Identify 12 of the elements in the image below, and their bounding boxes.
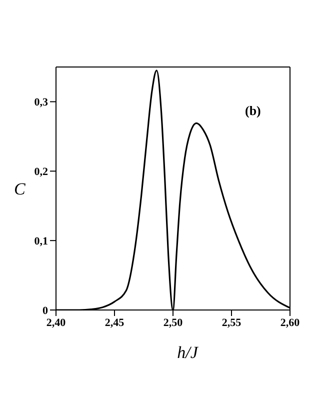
x-tick-label: 2,40 [46, 316, 66, 329]
y-axis-title: C [14, 180, 26, 199]
x-tick-label: 2,45 [104, 316, 125, 329]
y-tick-label: 0,1 [34, 235, 48, 248]
x-tick-label: 2,60 [280, 316, 300, 329]
annotation: (b) [245, 103, 261, 119]
x-tick-label: 2,50 [163, 316, 184, 329]
x-tick-label: 2,55 [222, 316, 242, 329]
y-tick-label: 0,2 [34, 166, 48, 178]
y-tick-label: 0,3 [34, 96, 48, 109]
x-axis-title: h/J [176, 343, 200, 362]
y-tick-label: 0 [42, 304, 48, 317]
